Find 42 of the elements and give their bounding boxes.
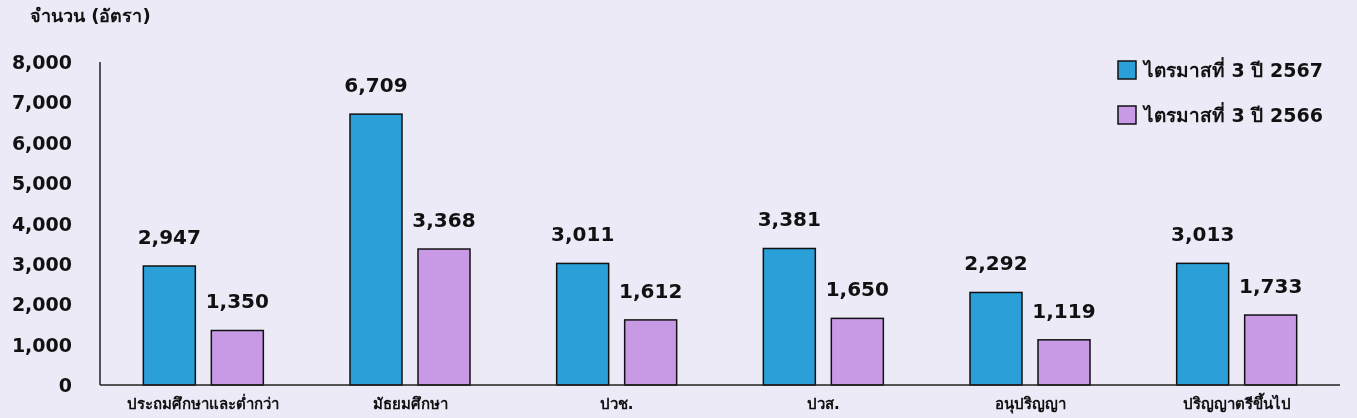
x-tick-label: ปริญญาตรีขึ้นไป bbox=[1182, 392, 1291, 413]
y-tick-label: 6,000 bbox=[11, 131, 72, 154]
data-label: 3,011 bbox=[551, 222, 615, 247]
y-tick-label: 3,000 bbox=[11, 252, 72, 275]
data-label: 1,119 bbox=[1032, 298, 1096, 323]
bar bbox=[1037, 339, 1091, 386]
data-label: 2,947 bbox=[137, 225, 201, 250]
bar bbox=[762, 247, 817, 386]
y-tick-label: 0 bbox=[58, 374, 72, 396]
y-tick-label: 7,000 bbox=[11, 91, 72, 114]
legend-label: ไตรมาสที่ 3 ปี 2566 bbox=[1142, 102, 1323, 126]
data-label: 1,650 bbox=[825, 277, 889, 302]
y-axis-title: จำนวน (อัตรา) bbox=[30, 5, 151, 26]
x-tick-label: ประถมศึกษาและต่ำกว่า bbox=[127, 393, 280, 413]
data-label: 1,612 bbox=[619, 278, 683, 303]
bar bbox=[417, 248, 471, 386]
y-tick-label: 4,000 bbox=[11, 212, 72, 235]
x-tick-label: มัธยมศึกษา bbox=[372, 395, 448, 413]
bar bbox=[1243, 314, 1298, 386]
bar bbox=[830, 317, 885, 386]
data-label: 3,381 bbox=[757, 207, 821, 232]
data-label: 1,350 bbox=[205, 289, 269, 314]
data-label: 1,733 bbox=[1239, 274, 1303, 299]
data-label: 2,292 bbox=[964, 251, 1028, 276]
y-tick-label: 2,000 bbox=[11, 293, 72, 316]
data-label: 6,709 bbox=[344, 73, 408, 98]
x-tick-label: อนุปริญญา bbox=[994, 395, 1066, 414]
bar bbox=[969, 291, 1023, 386]
bar bbox=[1175, 262, 1230, 386]
data-label: 3,013 bbox=[1171, 222, 1235, 247]
bar bbox=[210, 329, 265, 386]
x-tick-label: ปวช. bbox=[599, 395, 634, 413]
bar bbox=[349, 113, 403, 386]
bar bbox=[555, 262, 610, 386]
y-tick-label: 8,000 bbox=[11, 51, 72, 73]
bar bbox=[142, 265, 197, 386]
y-tick-label: 5,000 bbox=[11, 172, 72, 195]
y-tick-label: 1,000 bbox=[11, 333, 72, 356]
data-label: 3,368 bbox=[412, 208, 476, 233]
legend-label: ไตรมาสที่ 3 ปี 2567 bbox=[1142, 57, 1323, 81]
bar bbox=[623, 319, 678, 386]
x-tick-label: ปวส. bbox=[806, 395, 840, 413]
